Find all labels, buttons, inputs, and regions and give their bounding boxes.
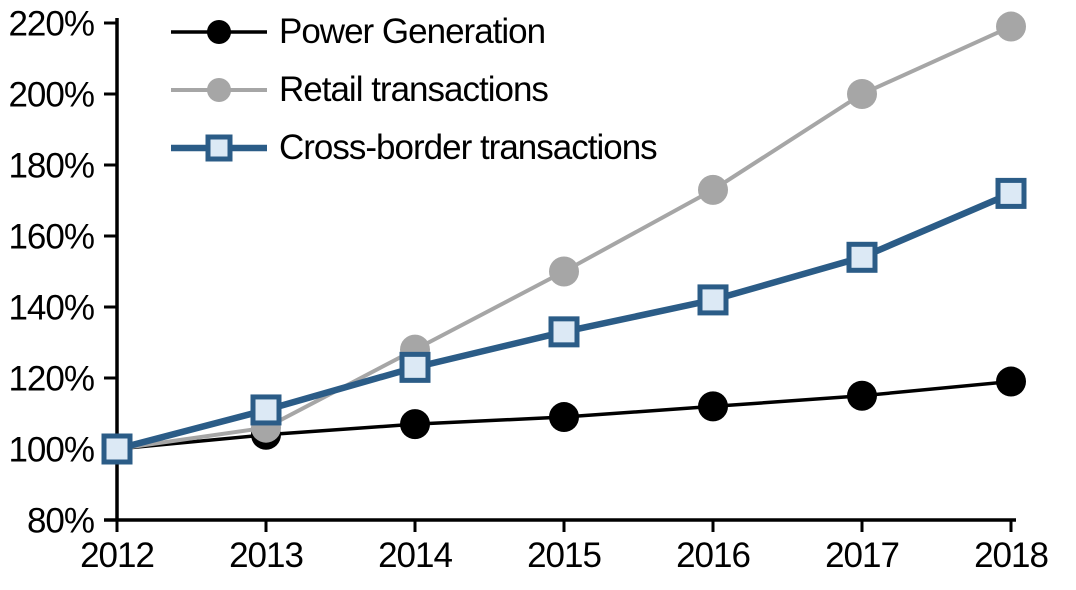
cross-border-transactions-marker	[250, 394, 282, 426]
y-axis-tick-label: 160%	[8, 217, 94, 256]
legend-label-power-generation: Power Generation	[279, 12, 546, 51]
cross-border-transactions-legend-marker-icon	[171, 126, 267, 170]
x-axis-tick-label: 2012	[80, 536, 154, 575]
cross-border-transactions-legend-glyph	[171, 134, 267, 162]
legend-label-cross-border-transactions: Cross-border transactions	[279, 128, 658, 167]
y-axis-tick-label: 100%	[8, 430, 94, 469]
legend-item-retail-transactions: Retail transactions	[171, 61, 657, 119]
x-axis-tick-label: 2013	[229, 536, 303, 575]
legend-square-marker-icon	[205, 134, 233, 162]
x-axis-tick-label: 2017	[825, 536, 899, 575]
legend-label-retail-transactions: Retail transactions	[279, 70, 549, 109]
cross-border-transactions-marker	[548, 316, 580, 348]
power-generation-marker	[698, 391, 728, 422]
power-generation-marker	[847, 380, 877, 411]
retail-transactions-marker	[847, 79, 877, 109]
y-axis-tick-label: 120%	[8, 359, 94, 398]
cross-border-transactions-marker	[697, 284, 729, 316]
y-axis-tick-label: 200%	[8, 75, 94, 114]
y-axis-tick-label: 180%	[8, 146, 94, 185]
power-generation-marker	[400, 409, 430, 440]
retail-transactions-marker	[698, 174, 728, 205]
cross-border-transactions-marker	[101, 433, 133, 465]
chart-legend: Power Generation Retail transactions Cro…	[171, 3, 658, 177]
retail-transactions-marker	[549, 256, 579, 287]
power-generation-marker	[549, 402, 579, 433]
x-axis-tick-label: 2018	[974, 536, 1048, 575]
cross-border-transactions-marker	[399, 351, 431, 383]
power-generation-marker	[996, 366, 1026, 397]
retail-transactions-marker	[996, 11, 1026, 42]
retail-transactions-legend-glyph	[171, 78, 267, 102]
y-axis-tick-label: 220%	[8, 4, 94, 43]
retail-transactions-legend-marker-icon	[171, 68, 267, 112]
x-axis-tick-label: 2015	[527, 536, 601, 575]
power-generation-legend-glyph	[171, 20, 267, 44]
legend-item-power-generation: Power Generation	[171, 3, 657, 61]
legend-item-cross-border-transactions: Cross-border transactions	[171, 119, 658, 177]
legend-circle-marker-icon	[207, 20, 231, 44]
legend-circle-marker-icon	[207, 78, 231, 102]
x-axis-tick-label: 2014	[378, 536, 452, 575]
power-generation-legend-marker-icon	[171, 10, 267, 54]
cross-border-transactions-marker	[846, 241, 878, 273]
y-axis-tick-label: 140%	[8, 288, 94, 327]
cross-border-transactions-marker	[995, 177, 1027, 209]
x-axis-tick-label: 2016	[676, 536, 750, 575]
y-axis-tick-label: 80%	[27, 501, 94, 540]
